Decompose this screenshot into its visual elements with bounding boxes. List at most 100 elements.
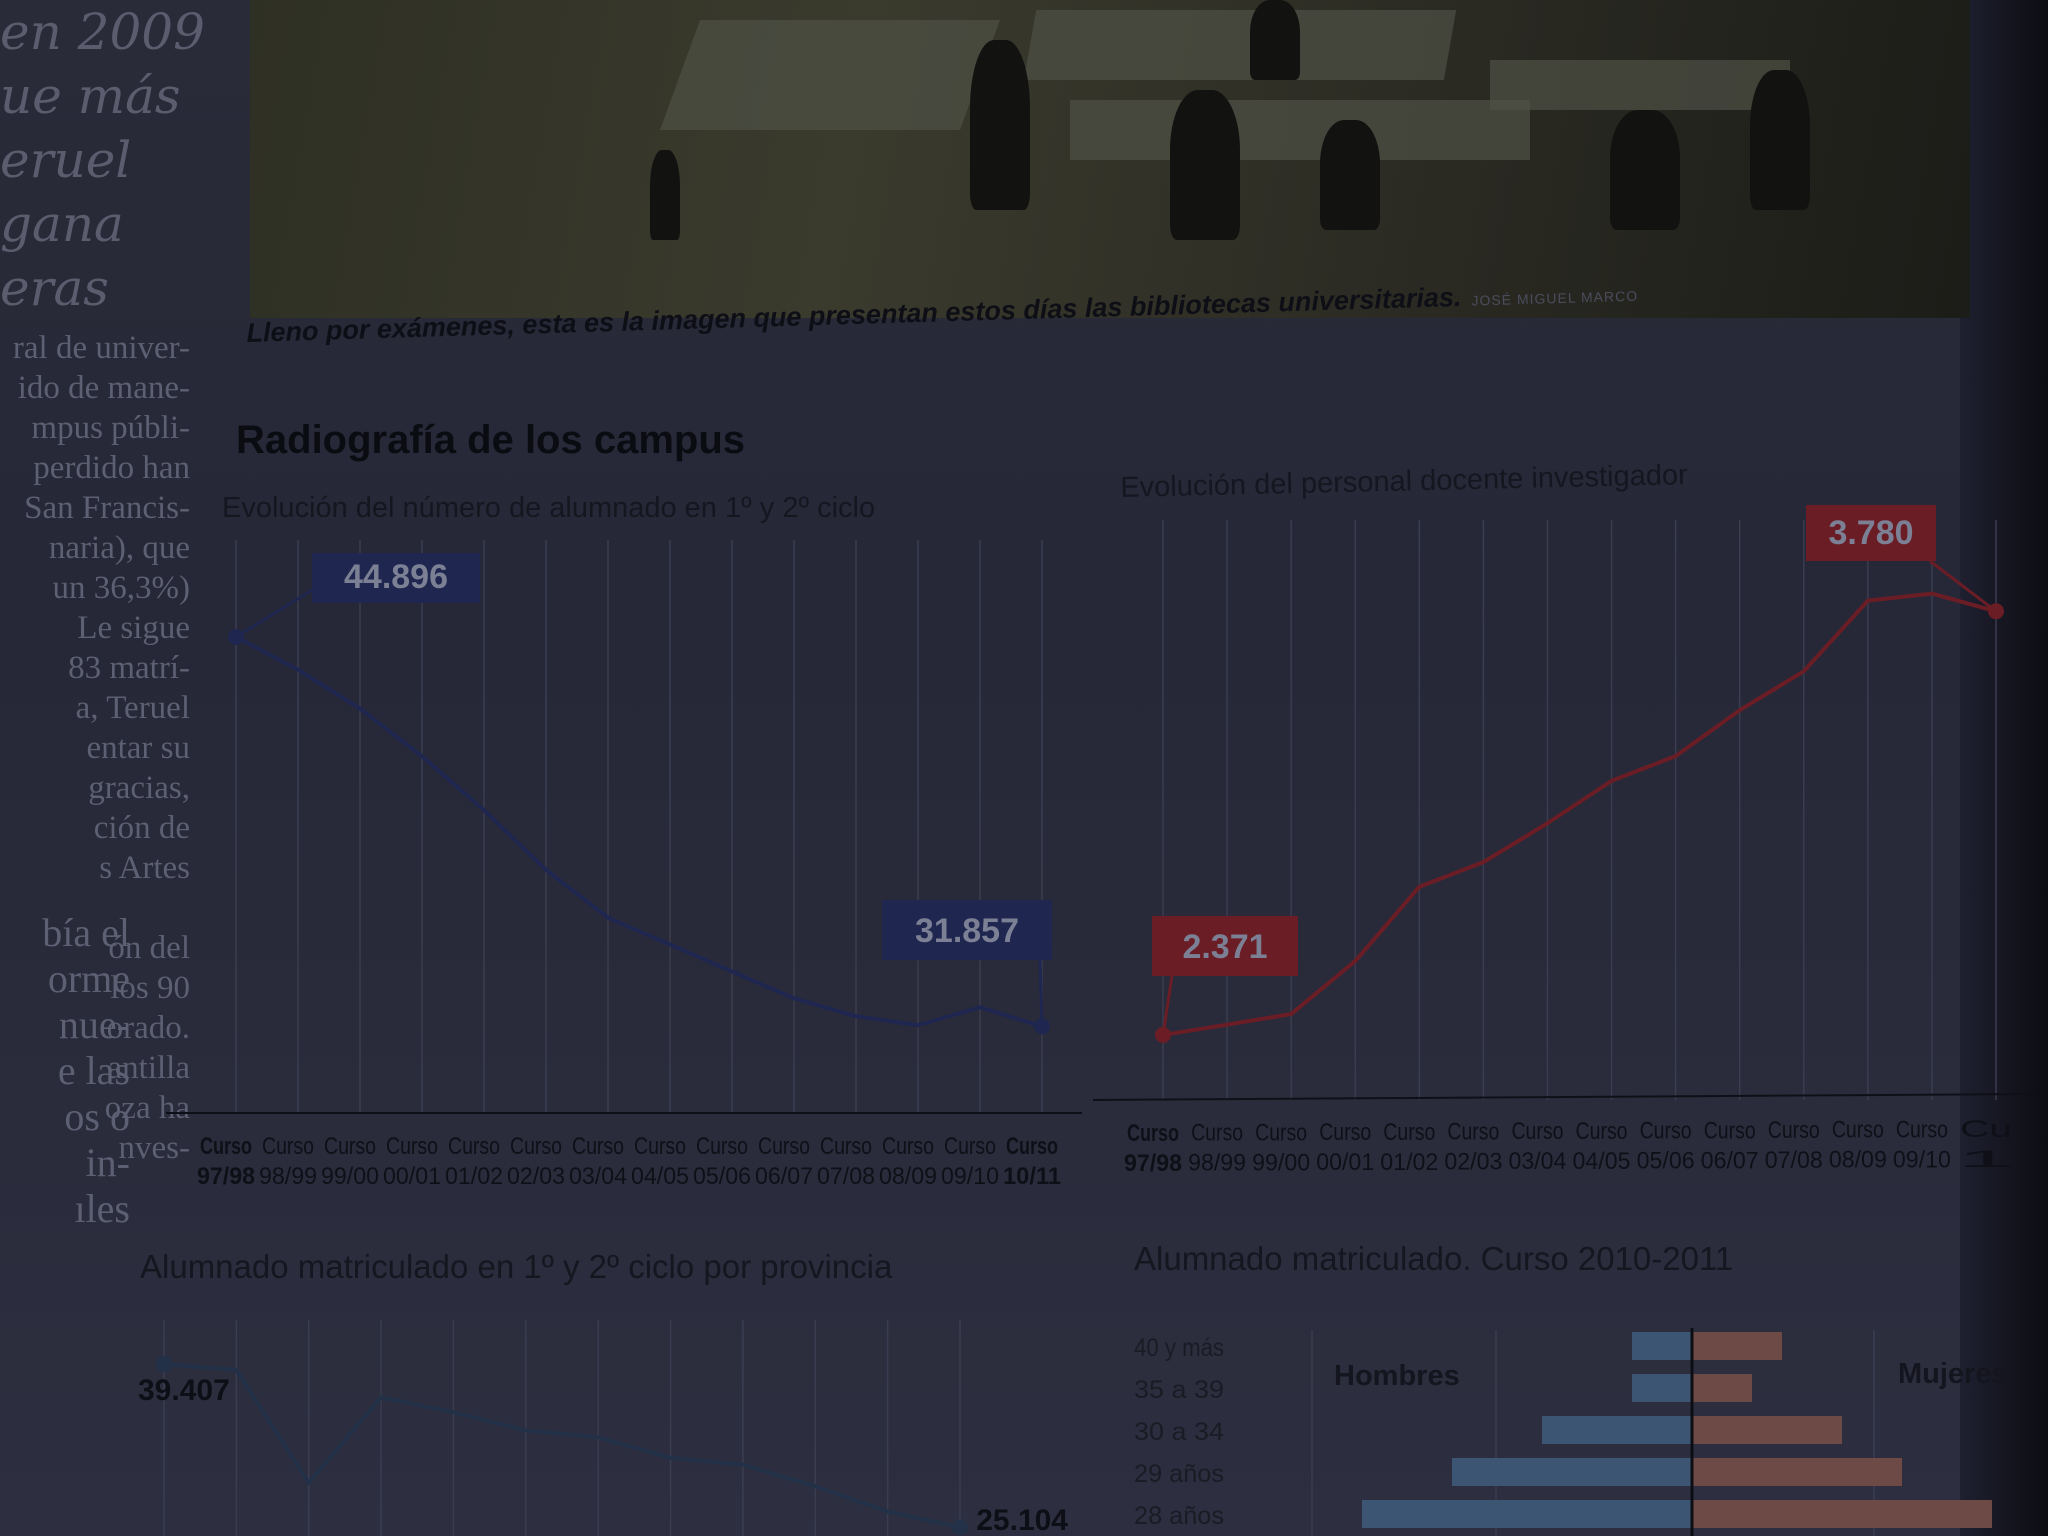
x-tick-label: 02/03 [1444,1149,1502,1176]
age-group-label: 29 años [1134,1460,1224,1488]
x-tick-label: 01/02 [445,1163,503,1190]
data-label: 3.780 [1828,514,1913,552]
students-chart-title: Evolución del número de alumnado en 1º y… [222,492,876,524]
women-bar [1692,1500,1992,1528]
data-label: 39.407 [138,1374,230,1407]
x-tick-label: 07/08 [1765,1147,1823,1174]
x-tick-label: 03/04 [569,1163,627,1190]
x-axis [1092,1093,2037,1101]
x-tick-label: Curso [324,1133,376,1160]
series-line [235,635,1043,1029]
province-line-chart: 39.407 25.104 [138,1320,1068,1536]
article-line: ción de [93,810,190,846]
x-tick-label: 06/07 [1701,1147,1759,1174]
x-tick-label: 04/05 [1573,1148,1631,1175]
x-tick-label: Curso [944,1133,996,1160]
x-tick-label: Curso [448,1133,500,1160]
women-bar [1692,1332,1782,1360]
x-tick-label: Curso [262,1133,314,1160]
x-tick-label: Curso [1896,1116,1948,1143]
x-tick-label: Curso [572,1133,624,1160]
callout-line [1161,975,1174,1036]
article-line: ıles [74,1186,130,1231]
x-tick-label: Curso [758,1133,810,1160]
x-tick-label: 07/08 [817,1163,875,1190]
page-edge [1960,0,2048,1536]
article-line: nue- [58,1002,130,1047]
data-point [952,1519,968,1536]
article-line: entar su [86,730,190,766]
men-bar [1542,1416,1692,1444]
data-label-box [1806,505,1936,561]
article-line: orme [47,956,130,1001]
callout-line [1038,959,1044,1027]
x-tick-label: Curso [1006,1133,1058,1160]
article-line: oza ha [104,1090,190,1126]
article-line: ón del [108,930,190,966]
section-title: Radiografía de los campus [236,418,746,462]
callout-line [1929,559,1997,613]
province-chart-title: Alumnado matriculado en 1º y 2º ciclo po… [140,1248,893,1285]
article-line: perdido han [33,450,190,486]
article-line: os o [64,1094,130,1139]
article-line: ral de univer- [12,330,190,366]
x-tick-label: Curso [1319,1119,1371,1146]
legend-women: Mujeres [1898,1358,2008,1390]
x-tick-label: 05/06 [1637,1148,1695,1175]
x-tick-label: Curso [1832,1117,1884,1144]
x-tick-label: Curso [1511,1118,1563,1145]
x-tick-label: Cu [1960,1116,2012,1143]
article-line: 83 matrí- [68,650,190,686]
x-tick-label: 04/05 [631,1163,689,1190]
x-tick-label: Curso [1576,1118,1628,1145]
headline-fragment: en 2009 ue más eruel gana eras [0,3,205,317]
x-tick-label: 97/98 [197,1163,255,1190]
x-tick-label: Curso [634,1133,686,1160]
x-tick-label: Curso [882,1133,934,1160]
age-group-label: 28 años [1134,1502,1224,1530]
population-pyramid-chart: 40 y más 35 a 39 30 a 34 29 años 28 años [1134,1328,1992,1536]
data-label-box [312,553,480,603]
article-line: naria), que [48,530,190,566]
x-tick-label: Curso [820,1133,872,1160]
legend-men: Hombres [1334,1360,1460,1392]
callout-line [235,588,313,639]
x-tick-label: 10/11 [1003,1163,1061,1190]
x-tick-label: 00/01 [383,1163,441,1190]
article-line: un 36,3%) [52,570,190,606]
article-line: e las [57,1048,130,1093]
article-line: ido de mane- [17,370,190,406]
x-tick-label: Curso [1383,1119,1435,1146]
staff-line-chart: 2.371 3.780 Curso 97/98 Curso 98/99 Curso 99/00… [1092,505,2037,1177]
article-line: nves- [118,1130,190,1166]
men-bar [1452,1458,1692,1486]
pyramid-chart-title: Alumnado matriculado. Curso 2010-2011 [1134,1240,1734,1277]
x-tick-label: 03/04 [1508,1148,1566,1175]
x-tick-label: 09/10 [941,1163,999,1190]
article-line: mpus públi- [31,410,190,446]
x-tick-label: 02/03 [507,1163,565,1190]
x-tick-label: Curso [386,1133,438,1160]
article-line: los 90 [110,970,190,1006]
students-line-chart: 44.896 31.857 Curso 97/98 Curso 98/99 Curso 99/… [166,540,1082,1190]
x-tick-label: 05/06 [693,1163,751,1190]
x-tick-label: 99/00 [321,1163,379,1190]
article-line: antilla [107,1050,190,1086]
x-tick-label: Curso [1127,1120,1179,1147]
x-tick-label: 09/10 [1893,1146,1951,1173]
article-column-top: ral de univer-ido de mane-mpus públi-per… [0,328,190,1168]
x-tick-label: Curso [1640,1118,1692,1145]
x-tick-label: Curso [696,1133,748,1160]
women-bar [1692,1458,1902,1486]
data-point [156,1356,172,1373]
age-group-label: 35 a 39 [1134,1376,1224,1404]
data-label: 2.371 [1182,928,1267,966]
x-tick-label: Curso [200,1133,252,1160]
x-tick-label: 97/98 [1124,1150,1182,1177]
women-bar [1692,1374,1752,1402]
series-line [1162,591,1997,1037]
article-line: a, Teruel [75,690,190,726]
article-line: San Francis- [24,490,190,526]
data-label: 31.857 [915,912,1019,950]
